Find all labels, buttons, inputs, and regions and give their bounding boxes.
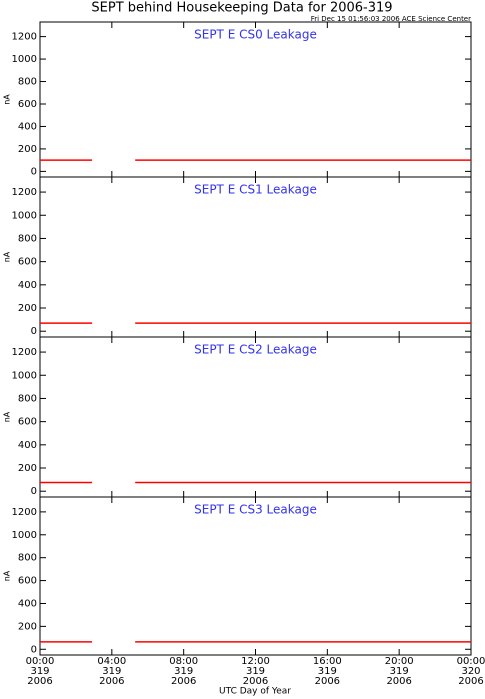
x-tick-label: 319: [174, 666, 193, 677]
x-tick-label: 319: [390, 666, 409, 677]
y-axis-label: nA: [3, 411, 12, 422]
x-tick-label: 319: [246, 666, 265, 677]
y-axis-label: nA: [3, 570, 12, 581]
y-tick-label: 800: [18, 393, 37, 404]
x-tick-label: 12:00: [241, 656, 270, 667]
x-tick-label: 2006: [386, 676, 411, 687]
x-tick-label: 2006: [27, 676, 52, 687]
y-tick-label: 1200: [12, 187, 37, 198]
y-tick-label: 600: [18, 417, 37, 428]
x-tick-label: 2006: [171, 676, 196, 687]
y-tick-label: 600: [18, 99, 37, 110]
y-tick-label: 800: [18, 553, 37, 564]
y-tick-label: 1200: [12, 507, 37, 518]
plot-frame: [39, 176, 472, 338]
x-tick-label: 04:00: [97, 656, 126, 667]
y-tick-label: 400: [18, 121, 37, 132]
x-tick-label: 2006: [458, 676, 483, 687]
x-tick-label: 2006: [315, 676, 340, 687]
chart-subtitle: Fri Dec 15 01:56:03 2006 ACE Science Cen…: [311, 15, 471, 23]
x-tick-label: 2006: [243, 676, 268, 687]
panel-title: SEPT E CS3 Leakage: [194, 503, 317, 517]
y-tick-label: 400: [18, 440, 37, 451]
y-tick-label: 1200: [12, 32, 37, 43]
y-axis-label: nA: [3, 251, 12, 262]
x-tick-label: 319: [102, 666, 121, 677]
x-tick-label: 2006: [99, 676, 124, 687]
x-tick-label: 320: [461, 666, 480, 677]
y-tick-label: 200: [18, 144, 37, 155]
panel-title: SEPT E CS0 Leakage: [194, 28, 317, 42]
y-tick-label: 0: [31, 644, 37, 655]
x-tick-label: 319: [30, 666, 49, 677]
x-tick-label: 00:00: [457, 656, 485, 667]
y-tick-label: 200: [18, 621, 37, 632]
y-axis-label: nA: [3, 94, 12, 105]
y-tick-label: 0: [31, 326, 37, 337]
panel-title: SEPT E CS2 Leakage: [194, 343, 317, 357]
y-tick-label: 800: [18, 233, 37, 244]
y-tick-label: 1000: [12, 370, 37, 381]
chart-title: SEPT behind Housekeeping Data for 2006-3…: [91, 1, 392, 16]
y-tick-label: 400: [18, 280, 37, 291]
plot-frame: [39, 336, 472, 498]
y-tick-label: 1200: [12, 347, 37, 358]
y-tick-label: 600: [18, 576, 37, 587]
y-tick-label: 1000: [12, 530, 37, 541]
y-tick-label: 0: [31, 166, 37, 177]
y-tick-label: 1000: [12, 54, 37, 65]
plot-frame: [39, 21, 472, 178]
y-tick-label: 200: [18, 303, 37, 314]
y-tick-label: 400: [18, 598, 37, 609]
x-axis-label: UTC Day of Year: [219, 687, 291, 697]
x-tick-label: 16:00: [313, 656, 342, 667]
y-tick-label: 200: [18, 463, 37, 474]
y-tick-label: 1000: [12, 210, 37, 221]
plot-frame: [39, 496, 472, 656]
y-tick-label: 0: [31, 486, 37, 497]
x-tick-label: 20:00: [385, 656, 414, 667]
x-tick-label: 319: [318, 666, 337, 677]
y-tick-label: 600: [18, 257, 37, 268]
y-tick-label: 800: [18, 77, 37, 88]
x-tick-label: 08:00: [169, 656, 198, 667]
x-tick-label: 00:00: [26, 656, 55, 667]
panel-title: SEPT E CS1 Leakage: [194, 183, 317, 197]
